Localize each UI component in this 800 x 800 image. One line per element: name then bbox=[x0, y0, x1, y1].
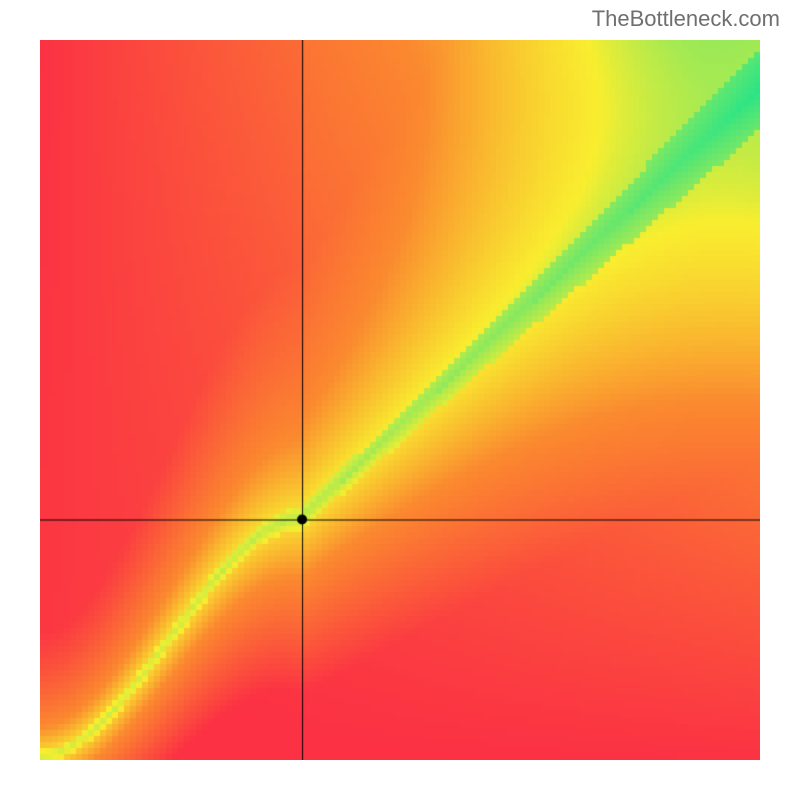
watermark-text: TheBottleneck.com bbox=[592, 6, 780, 32]
bottleneck-heatmap bbox=[40, 40, 760, 760]
